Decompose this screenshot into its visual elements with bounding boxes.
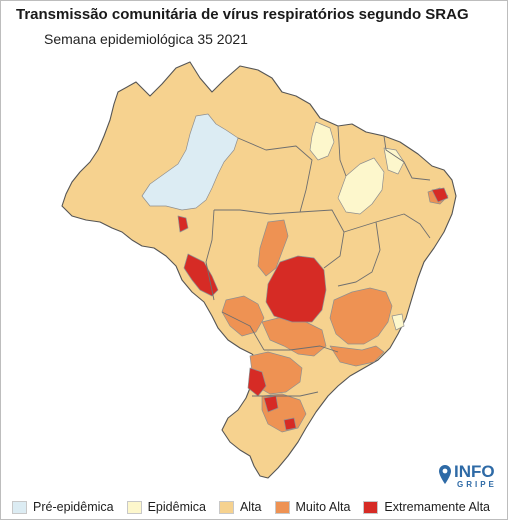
very-high-region	[257, 219, 289, 277]
legend-item-extreme: Extremamente Alta	[363, 500, 490, 514]
extreme-region	[247, 367, 267, 397]
extreme-region	[265, 255, 327, 323]
legend-label: Pré-epidêmica	[33, 500, 114, 514]
epidemic-region	[309, 121, 335, 161]
extreme-region	[263, 395, 279, 413]
epidemic-region	[337, 157, 385, 215]
legend-swatch	[126, 500, 142, 514]
extreme-region	[177, 215, 189, 233]
map-legend: Pré-epidêmica Epidêmica Alta Muito Alta …	[12, 498, 490, 516]
map-subtitle: Semana epidemiológica 35 2021	[44, 31, 248, 47]
legend-label: Epidêmica	[147, 500, 206, 514]
legend-item-very-high: Muito Alta	[274, 500, 351, 514]
epidemic-region	[391, 313, 405, 331]
legend-item-epidemic: Epidêmica	[126, 500, 206, 514]
state-borders	[205, 125, 431, 397]
legend-label: Extremamente Alta	[384, 500, 491, 514]
infogripe-logo: INFO GRIPE	[438, 462, 498, 492]
legend-item-pre-epidemic: Pré-epidêmica	[12, 500, 114, 514]
epidemic-region	[383, 147, 405, 175]
extreme-region	[283, 417, 297, 431]
legend-swatch	[12, 500, 27, 514]
legend-swatch	[218, 500, 234, 514]
location-pin-icon	[439, 465, 451, 484]
legend-item-high: Alta	[218, 500, 262, 514]
brazil-base-region	[61, 61, 457, 479]
pre-epidemic-region	[141, 113, 239, 211]
very-high-region	[329, 345, 385, 367]
legend-label: Alta	[239, 500, 262, 514]
logo-text-bottom: GRIPE	[457, 480, 497, 489]
very-high-region	[221, 295, 265, 337]
very-high-region	[329, 287, 393, 345]
legend-swatch	[363, 500, 379, 514]
logo-text-top: INFO	[454, 462, 495, 481]
map-title: Transmissão comunitária de vírus respira…	[16, 6, 469, 23]
extreme-region	[431, 187, 449, 203]
legend-label: Muito Alta	[295, 500, 351, 514]
legend-swatch	[274, 500, 290, 514]
